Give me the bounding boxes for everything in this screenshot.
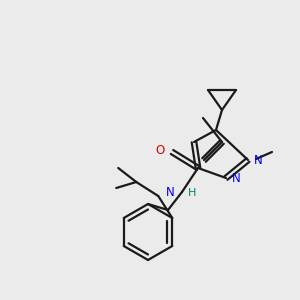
Text: N: N [166,187,175,200]
Text: H: H [188,188,196,198]
Text: N: N [232,172,241,184]
Text: O: O [156,145,165,158]
Text: N: N [254,154,263,166]
